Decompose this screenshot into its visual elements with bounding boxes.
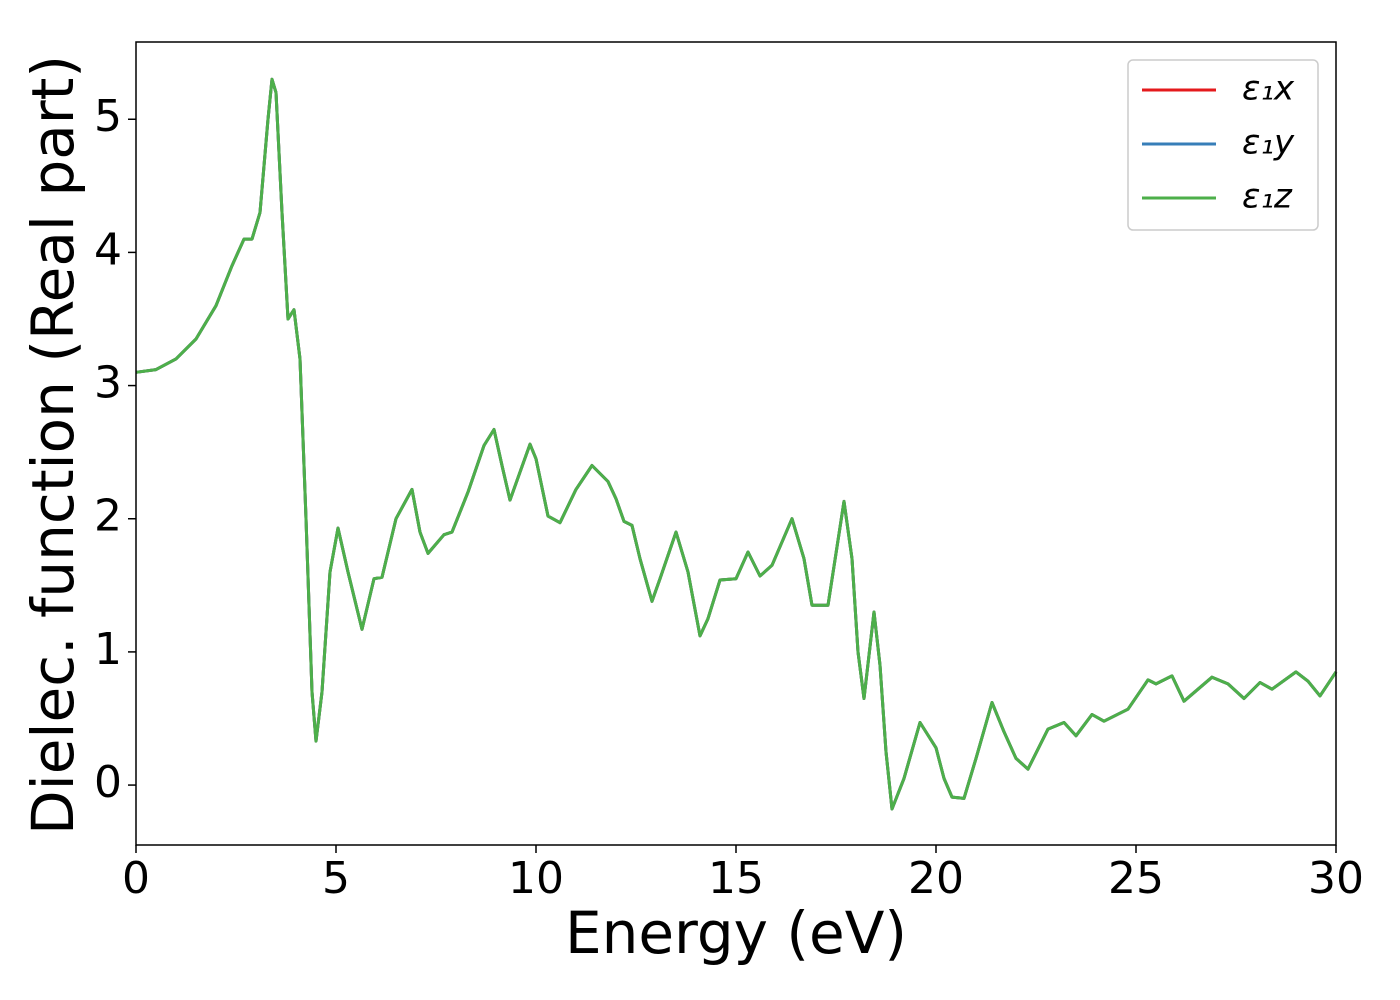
x-tick-label: 25 bbox=[1108, 853, 1164, 904]
legend-label: ε₁z bbox=[1242, 177, 1293, 217]
x-tick-label: 10 bbox=[508, 853, 564, 904]
x-tick-label: 15 bbox=[708, 853, 764, 904]
y-tick-label: 2 bbox=[94, 491, 122, 542]
legend-label: ε₁y bbox=[1242, 123, 1295, 163]
x-tick-label: 20 bbox=[908, 853, 964, 904]
y-tick-label: 3 bbox=[94, 358, 122, 409]
x-tick-label: 0 bbox=[122, 853, 150, 904]
legend-box bbox=[1127, 59, 1319, 231]
x-tick-label: 30 bbox=[1308, 853, 1364, 904]
series-line bbox=[135, 77, 1338, 811]
x-tick-label: 5 bbox=[322, 853, 350, 904]
plot-frame bbox=[135, 41, 1337, 846]
legend-label: ε₁x bbox=[1242, 69, 1295, 109]
y-tick-label: 1 bbox=[94, 624, 122, 675]
x-axis-label: Energy (eV) bbox=[565, 899, 907, 967]
y-axis-label: Dielec. function (Real part) bbox=[19, 55, 87, 835]
y-tick-label: 0 bbox=[94, 757, 122, 808]
y-tick-label: 4 bbox=[94, 224, 122, 275]
y-tick-label: 5 bbox=[94, 91, 122, 142]
